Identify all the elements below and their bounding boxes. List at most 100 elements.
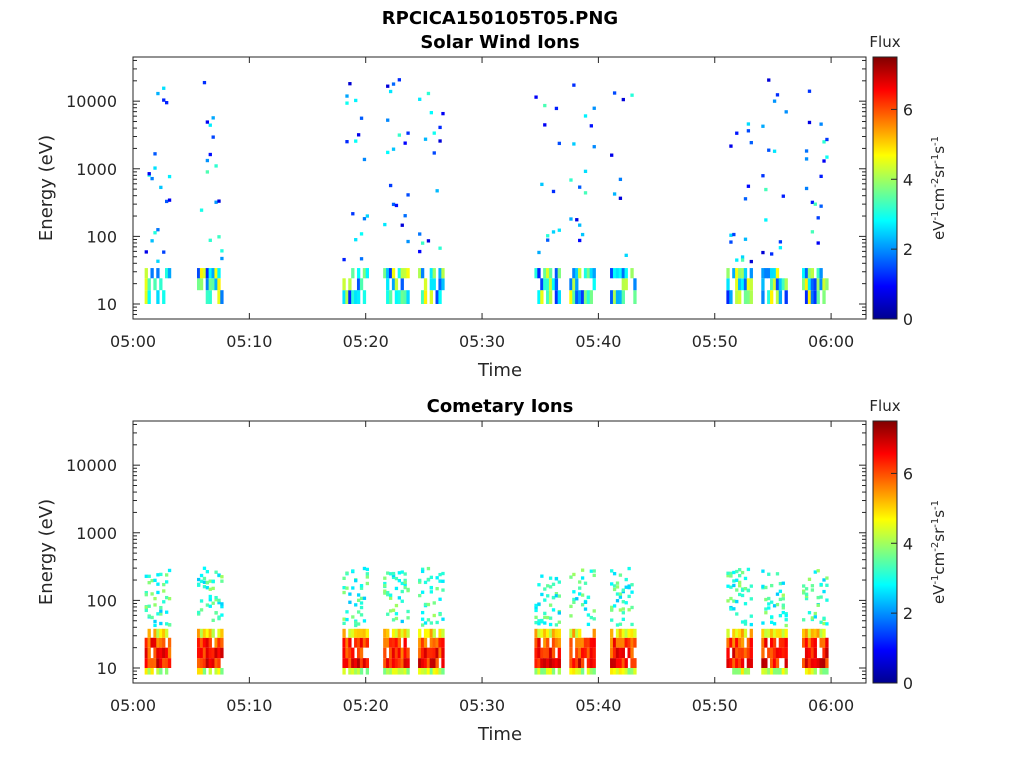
heatmap-cell (435, 658, 439, 669)
heatmap-cell (429, 637, 433, 648)
x-tick-label: 05:20 (343, 332, 389, 351)
heatmap-cell (205, 170, 210, 174)
heatmap-cell (738, 568, 742, 572)
heatmap-cell (630, 658, 634, 669)
heatmap-cell (345, 586, 349, 590)
heatmap-cell (726, 584, 730, 588)
heatmap-cell (630, 93, 634, 97)
heatmap-cell (391, 571, 396, 576)
heatmap-cell (630, 668, 634, 675)
heatmap-cell (746, 129, 751, 133)
heatmap-cell (147, 658, 151, 669)
heatmap-cell (784, 618, 788, 622)
heatmap-cell (147, 614, 151, 618)
heatmap-cell (426, 566, 431, 571)
heatmap-cell (586, 647, 591, 659)
heatmap-cell (354, 290, 358, 305)
heatmap-cell (615, 581, 620, 585)
heatmap-cell (726, 290, 730, 305)
heatmap-cell (156, 290, 160, 305)
colorbar-tick-label: 6 (903, 464, 913, 483)
heatmap-cell (391, 618, 396, 622)
heatmap-cell (423, 137, 428, 141)
heatmap-cell (735, 131, 739, 135)
heatmap-cell (386, 590, 390, 595)
heatmap-cell (546, 290, 550, 305)
heatmap-cell (159, 605, 163, 610)
heatmap-cell (164, 268, 169, 279)
heatmap-cell (394, 668, 399, 675)
heatmap-cell (406, 587, 410, 592)
heatmap-cell (147, 290, 151, 305)
heatmap-cell (807, 611, 812, 615)
heatmap-cell (822, 621, 826, 626)
heatmap-cell (770, 600, 774, 604)
heatmap-cell (156, 268, 160, 279)
heatmap-cell (633, 628, 637, 638)
heatmap-cell (810, 290, 815, 305)
heatmap-cell (208, 647, 212, 659)
heatmap-cell (383, 581, 387, 586)
heatmap-cell (546, 234, 550, 238)
heatmap-cell (441, 111, 445, 116)
heatmap-cell (615, 637, 620, 648)
heatmap-cell (551, 628, 556, 638)
heatmap-cell (572, 597, 576, 602)
heatmap-cell (423, 621, 428, 625)
heatmap-cell (432, 637, 436, 648)
heatmap-cell (749, 290, 753, 305)
heatmap-cell (386, 290, 390, 305)
heatmap-cell (764, 268, 768, 279)
heatmap-cell (540, 278, 544, 291)
heatmap-cell (822, 616, 826, 620)
heatmap-cell (397, 658, 402, 669)
heatmap-cell (388, 658, 393, 669)
heatmap-cell (400, 619, 404, 624)
heatmap-cell (348, 668, 352, 675)
heatmap-cell (610, 290, 614, 305)
heatmap-cell (586, 290, 591, 305)
heatmap-cell (438, 290, 442, 305)
heatmap-cell (150, 615, 154, 620)
heatmap-cell (804, 149, 809, 153)
heatmap-cell (217, 598, 221, 603)
heatmap-cell (217, 573, 221, 577)
heatmap-cell (572, 590, 576, 594)
heatmap-cell (391, 575, 396, 580)
heatmap-cell (199, 208, 204, 212)
heatmap-cell (156, 628, 160, 638)
heatmap-cell (164, 647, 169, 659)
heatmap-cell (159, 278, 163, 291)
heatmap-cell (822, 628, 826, 638)
heatmap-cell (354, 578, 358, 583)
heatmap-cell (420, 290, 425, 305)
heatmap-cell (202, 585, 207, 589)
heatmap-cell (356, 593, 361, 597)
heatmap-cell (735, 578, 739, 582)
heatmap-cell (156, 668, 160, 675)
heatmap-cell (400, 599, 404, 603)
heatmap-cell (543, 668, 547, 675)
heatmap-cell (778, 613, 783, 618)
heatmap-cell (813, 637, 817, 648)
heatmap-cell (612, 91, 617, 95)
heatmap-cell (164, 658, 169, 669)
heatmap-cell (400, 589, 404, 594)
colorbar-title: Flux (869, 397, 900, 415)
heatmap-cell (342, 637, 346, 648)
heatmap-cell (775, 647, 780, 659)
heatmap-cell (388, 268, 393, 279)
heatmap-cell (735, 278, 739, 291)
figure-title: RPCICA150105T05.PNG (382, 8, 618, 29)
heatmap-cell (438, 246, 442, 250)
heatmap-cell (761, 658, 765, 669)
heatmap-cell (813, 647, 817, 659)
heatmap-cell (572, 572, 576, 577)
heatmap-cell (365, 575, 370, 579)
heatmap-cell (403, 578, 407, 583)
heatmap-cell (738, 278, 742, 291)
heatmap-cell (144, 268, 148, 279)
heatmap-cell (403, 572, 407, 576)
heatmap-cell (534, 603, 538, 608)
heatmap-cell (807, 637, 812, 648)
